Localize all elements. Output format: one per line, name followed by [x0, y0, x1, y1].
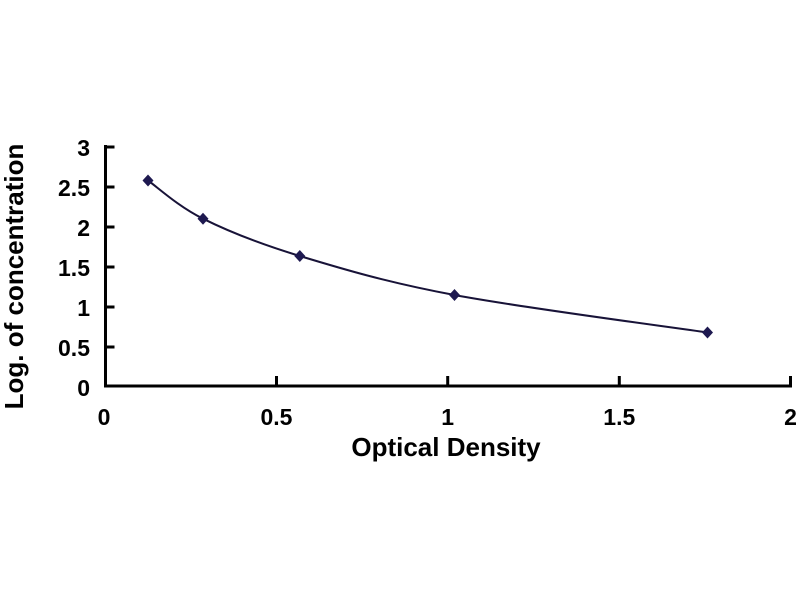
svg-text:0: 0: [98, 404, 111, 430]
svg-text:Log. of concentration: Log. of concentration: [0, 144, 29, 410]
svg-text:Optical Density: Optical Density: [351, 432, 541, 462]
svg-text:1.5: 1.5: [603, 404, 635, 430]
svg-text:0: 0: [77, 375, 90, 401]
svg-text:0.5: 0.5: [261, 404, 293, 430]
svg-text:1: 1: [441, 404, 454, 430]
svg-text:2: 2: [77, 215, 90, 241]
svg-text:2: 2: [784, 404, 797, 430]
svg-text:1.5: 1.5: [58, 255, 90, 281]
svg-text:1: 1: [77, 295, 90, 321]
svg-text:0.5: 0.5: [58, 335, 90, 361]
svg-text:3: 3: [77, 135, 90, 161]
svg-text:2.5: 2.5: [58, 175, 90, 201]
